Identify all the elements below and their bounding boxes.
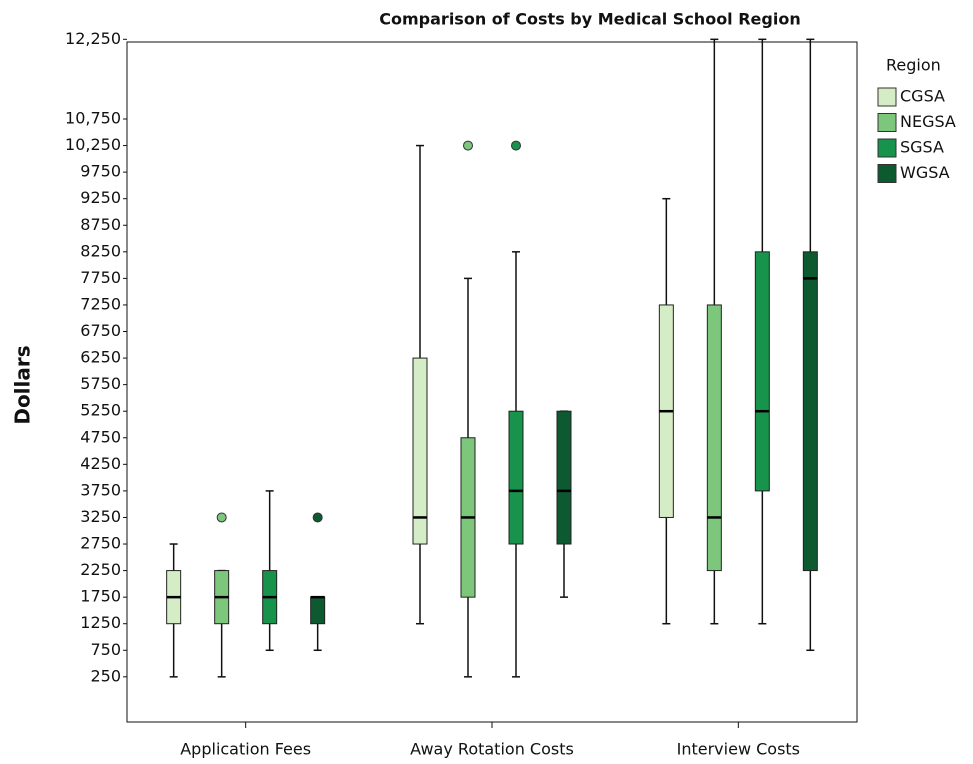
outlier [312,512,323,523]
y-tick-label: 1750 [80,587,121,606]
y-tick-label: 10,250 [65,135,121,154]
box [556,410,572,545]
legend-title: Region [886,56,941,75]
y-tick-label: 3750 [80,480,121,499]
legend-label: SGSA [900,138,944,157]
legend-swatch [877,164,897,183]
y-tick-label: 12,250 [65,29,121,48]
y-tick-label: 10,750 [65,109,121,128]
y-tick-label: 5750 [80,374,121,393]
y-tick-label: 3250 [80,507,121,526]
legend-swatch [877,87,897,107]
y-tick-label: 750 [90,640,121,659]
outlier [463,140,473,151]
box [508,410,524,545]
legend-label: NEGSA [900,112,956,131]
y-tick-label: 5250 [80,401,121,420]
legend-swatch [877,113,897,132]
x-tick-label: Application Fees [180,740,311,759]
legend-label: WGSA [900,163,950,182]
y-tick-label: 4750 [80,427,121,446]
y-tick-label: 7750 [80,268,121,287]
y-tick-label: 6250 [80,348,121,367]
outlier [216,512,227,523]
box [412,357,428,545]
legend-label: CGSA [900,87,945,106]
y-tick-label: 4250 [80,454,121,473]
y-tick-label: 1250 [80,613,121,632]
y-tick-label: 7250 [80,294,121,313]
y-tick-label: 8250 [80,241,121,260]
y-tick-label: 9750 [80,162,121,181]
box [310,596,326,625]
y-tick-label: 2250 [80,560,121,579]
y-tick-label: 250 [90,666,121,685]
box [802,251,818,572]
box [706,304,722,572]
legend-swatch [877,138,897,158]
outlier [511,140,521,151]
chart-title: Comparison of Costs by Medical School Re… [379,10,800,29]
y-axis-label: Dollars [11,345,35,424]
y-tick-label: 2750 [80,534,121,553]
y-tick-label: 9250 [80,188,121,207]
plot-frame [126,41,858,723]
y-tick-label: 8750 [80,215,121,234]
y-tick-label: 6750 [80,321,121,340]
x-tick-label: Away Rotation Costs [410,740,574,759]
box [754,251,770,492]
x-tick-label: Interview Costs [677,740,800,759]
